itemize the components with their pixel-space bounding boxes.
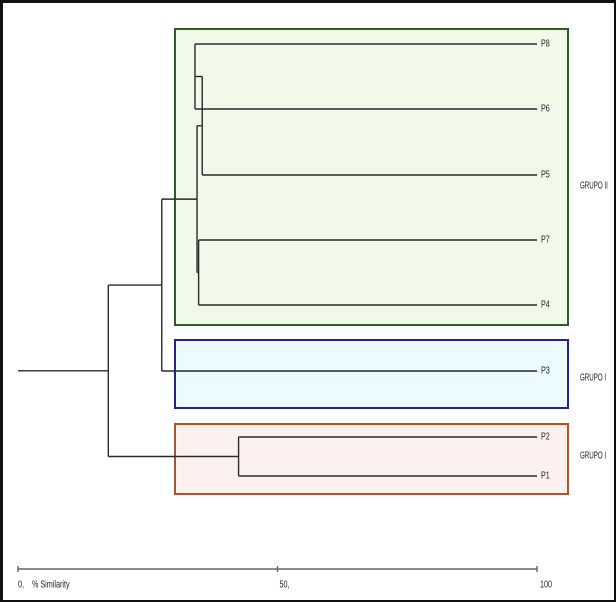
axis-tick-label-50: 50, (280, 578, 290, 589)
leaf-label-p8: P8 (541, 37, 550, 48)
leaf-label-p1: P1 (541, 469, 550, 480)
leaf-label-p6: P6 (541, 102, 550, 113)
group-label-2: GRUPO I (580, 371, 606, 383)
leaf-label-p4: P4 (541, 298, 550, 309)
axis-label: % Similarity (32, 578, 70, 589)
axis-tick-label-0: 0, (18, 578, 24, 589)
group-box-3 (174, 423, 569, 495)
group-box-2 (174, 339, 569, 409)
group-label-3: GRUPO I (580, 449, 606, 461)
leaf-label-p7: P7 (541, 233, 550, 244)
leaf-label-p2: P2 (541, 430, 550, 441)
group-label-1: GRUPO II (580, 179, 608, 191)
group-box-1 (174, 28, 569, 326)
leaf-label-p3: P3 (541, 364, 550, 375)
leaf-label-p5: P5 (541, 168, 550, 179)
axis-tick-label-100: 100 (540, 578, 552, 589)
